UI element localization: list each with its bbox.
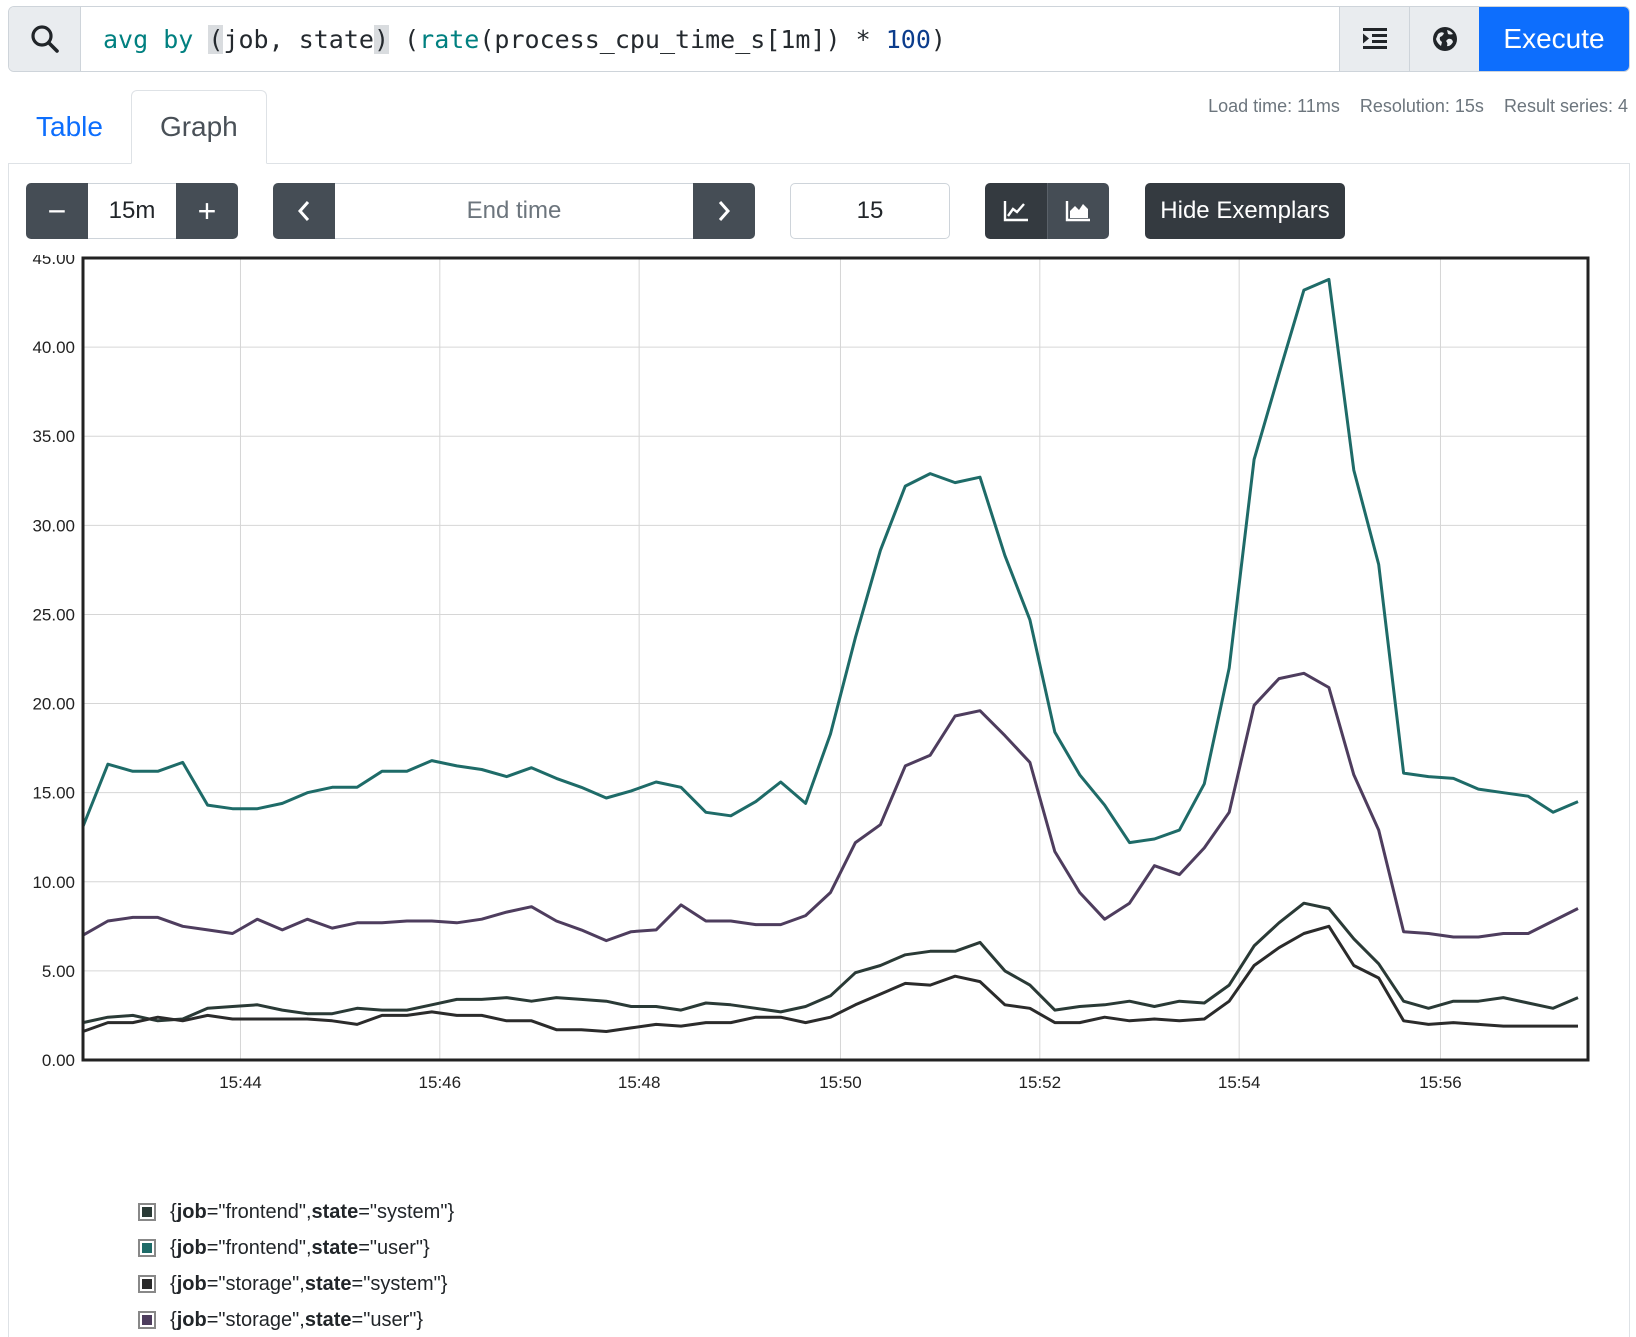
expression-token bbox=[193, 25, 208, 54]
x-tick-label: 15:56 bbox=[1419, 1073, 1462, 1092]
legend-label-part: state bbox=[311, 1200, 359, 1223]
series-line-3 bbox=[82, 671, 1579, 943]
expression-token: ) bbox=[930, 24, 946, 54]
legend-label-part: { bbox=[170, 1236, 177, 1259]
legend-label-part: ="frontend", bbox=[206, 1236, 312, 1259]
legend-label-part: ="storage", bbox=[206, 1308, 305, 1331]
result-series: Result series: 4 bbox=[1503, 96, 1628, 116]
x-tick-label: 15:52 bbox=[1019, 1073, 1062, 1092]
x-tick-label: 15:48 bbox=[618, 1073, 661, 1092]
expression-token: 100 bbox=[885, 24, 931, 54]
y-tick-label: 0.00 bbox=[42, 1051, 75, 1070]
expression-token: ( bbox=[389, 24, 420, 54]
legend-label-part: job bbox=[176, 1272, 207, 1295]
y-tick-label: 10.00 bbox=[32, 873, 75, 892]
x-tick-label: 15:44 bbox=[219, 1073, 262, 1092]
line-chart-button[interactable] bbox=[985, 183, 1048, 239]
next-time-button[interactable] bbox=[693, 183, 755, 239]
search-icon bbox=[9, 7, 81, 71]
y-tick-label: 25.00 bbox=[32, 605, 75, 624]
range-input[interactable]: 15m bbox=[88, 183, 176, 239]
legend-label-part: state bbox=[311, 1236, 359, 1259]
legend-label-part: { bbox=[170, 1272, 177, 1295]
expression-token bbox=[148, 25, 163, 54]
x-tick-label: 15:46 bbox=[419, 1073, 462, 1092]
expression-token: ) bbox=[373, 24, 390, 54]
legend-label-part: ="user"} bbox=[351, 1308, 424, 1331]
expression-token: (process_cpu_time_s[1m]) * bbox=[479, 24, 886, 54]
y-tick-label: 45.00 bbox=[32, 255, 75, 268]
cpu-time-line-chart: 0.00 5.00 10.00 15.00 20.00 25.00 30.00 35.00 40… bbox=[32, 255, 1590, 1092]
range-control: − 15m + bbox=[26, 183, 238, 239]
y-tick-label: 40.00 bbox=[32, 338, 75, 357]
query-stats: Load time: 11ms Resolution: 15s Result s… bbox=[1208, 96, 1628, 117]
plot-frame bbox=[81, 256, 1590, 1062]
expression-token: avg bbox=[103, 24, 149, 54]
end-time-input[interactable]: End time bbox=[335, 183, 693, 239]
legend-label-part: ="user"} bbox=[358, 1236, 430, 1259]
y-tick-label: 5.00 bbox=[42, 962, 75, 981]
x-tick-label: 15:54 bbox=[1218, 1073, 1261, 1092]
end-time-control: End time bbox=[273, 183, 755, 239]
legend-label-part: ="storage", bbox=[206, 1272, 305, 1295]
line-chart-icon bbox=[1003, 201, 1028, 222]
legend-item[interactable]: {job ="frontend", state ="user"} bbox=[138, 1230, 454, 1266]
legend-label-part: job bbox=[176, 1236, 207, 1259]
metrics-explorer-globe-icon bbox=[1432, 27, 1457, 51]
legend-label-part: ="frontend", bbox=[206, 1200, 312, 1223]
format-expression-button[interactable] bbox=[1339, 7, 1409, 71]
legend-swatch bbox=[138, 1275, 156, 1293]
legend-item[interactable]: {job ="frontend", state ="system"} bbox=[138, 1194, 454, 1230]
resolution-stat: Resolution: 15s bbox=[1359, 96, 1484, 116]
expression-token: by bbox=[163, 24, 194, 54]
increase-range-button[interactable]: + bbox=[176, 183, 238, 239]
y-tick-label: 35.00 bbox=[32, 427, 75, 446]
legend-label-part: job bbox=[176, 1308, 207, 1331]
graph-panel bbox=[8, 163, 1630, 1337]
expression-token: job, state bbox=[223, 24, 374, 54]
tab-graph[interactable]: Graph bbox=[130, 90, 267, 164]
execute-button[interactable]: Execute bbox=[1479, 7, 1629, 71]
legend-swatch bbox=[138, 1203, 156, 1221]
series-line-1 bbox=[81, 277, 1579, 845]
view-tabs: Table Graph bbox=[8, 90, 267, 164]
decrease-range-button[interactable]: − bbox=[26, 183, 88, 239]
legend-label-part: ="system"} bbox=[351, 1272, 448, 1295]
chevron-left-icon bbox=[297, 201, 310, 221]
expression-token: rate bbox=[419, 24, 480, 54]
format-indent-icon bbox=[1362, 28, 1387, 49]
previous-time-button[interactable] bbox=[273, 183, 335, 239]
y-tick-label: 30.00 bbox=[32, 516, 75, 535]
metrics-explorer-button[interactable] bbox=[1409, 7, 1479, 71]
chart-legend: {job ="frontend", state ="system"}{job ="fr… bbox=[138, 1194, 454, 1337]
chevron-right-icon bbox=[718, 201, 731, 221]
legend-item[interactable]: {job ="storage", state ="user"} bbox=[138, 1302, 454, 1337]
legend-label-part: job bbox=[176, 1200, 207, 1223]
query-bar: avg by (job, state) (rate (process_cpu_ti… bbox=[8, 6, 1630, 72]
legend-label-part: state bbox=[304, 1308, 352, 1331]
x-tick-label: 15:50 bbox=[819, 1073, 862, 1092]
expression-input[interactable]: avg by (job, state) (rate (process_cpu_ti… bbox=[81, 7, 1339, 71]
load-time: Load time: 11ms bbox=[1208, 96, 1340, 116]
legend-label-part: { bbox=[170, 1200, 177, 1223]
legend-label-part: ="system"} bbox=[358, 1200, 455, 1223]
series-line-0 bbox=[82, 901, 1579, 1025]
hide-exemplars-button[interactable]: Hide Exemplars bbox=[1145, 183, 1345, 239]
series-line-2 bbox=[82, 924, 1578, 1033]
y-tick-label: 15.00 bbox=[32, 784, 75, 803]
expression-token: ( bbox=[208, 24, 224, 54]
legend-swatch bbox=[138, 1239, 156, 1257]
legend-label-part: { bbox=[170, 1308, 177, 1331]
y-tick-label: 20.00 bbox=[32, 695, 75, 714]
chart-mode-toggle bbox=[985, 183, 1109, 239]
stacked-chart-button[interactable] bbox=[1047, 183, 1109, 239]
legend-label-part: state bbox=[304, 1272, 352, 1295]
legend-swatch bbox=[138, 1311, 156, 1329]
legend-item[interactable]: {job ="storage", state ="system"} bbox=[138, 1266, 454, 1302]
resolution-input[interactable]: 15 bbox=[790, 183, 950, 239]
tab-table[interactable]: Table bbox=[36, 111, 103, 142]
area-chart-icon bbox=[1066, 201, 1091, 222]
